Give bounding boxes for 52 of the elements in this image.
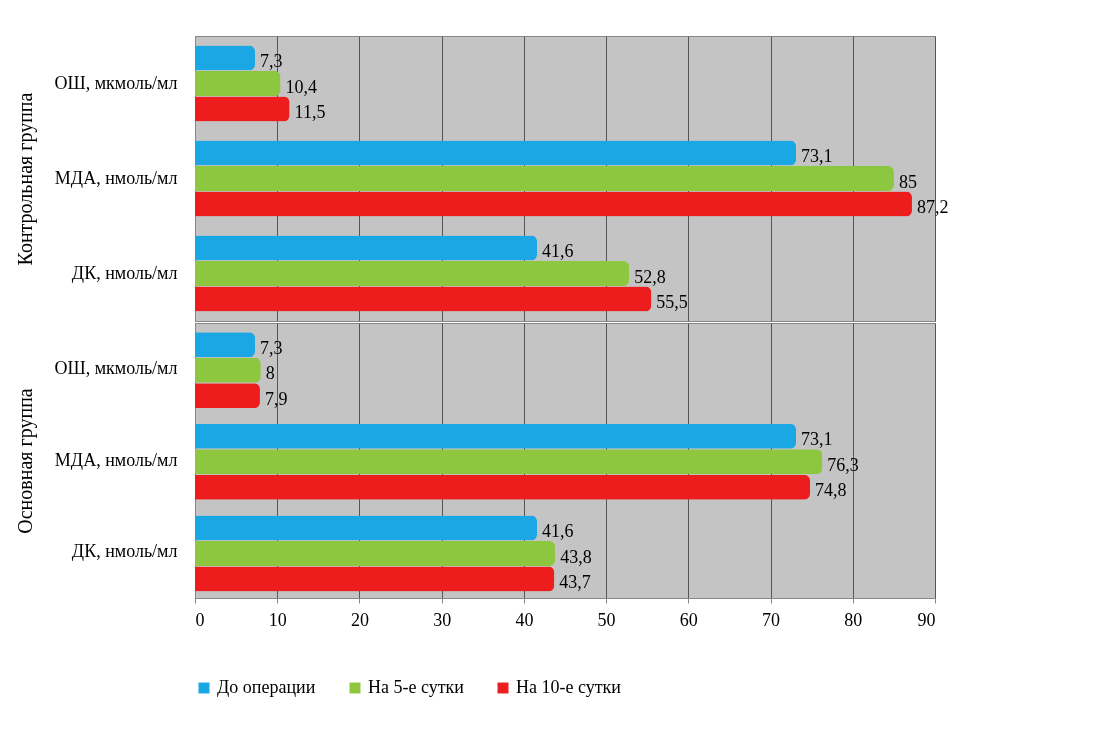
- bar: [195, 96, 290, 122]
- bar: [195, 166, 894, 191]
- data-label: 73,1: [801, 429, 833, 450]
- legend-label: До операции: [217, 677, 316, 697]
- data-label: 55,5: [656, 292, 688, 312]
- y-tick-label: ОШ, мкмоль/мл: [54, 72, 178, 93]
- bar: [195, 541, 556, 566]
- data-label: 43,8: [560, 546, 592, 567]
- x-tick-label: 20: [350, 609, 369, 630]
- data-label: 41,6: [542, 241, 574, 261]
- y-tick-label: МДА, нмоль/мл: [54, 449, 178, 470]
- x-tick-label: 0: [195, 609, 205, 630]
- data-label: 74,8: [815, 480, 847, 501]
- bar: [195, 235, 538, 261]
- x-tick-label: 10: [268, 609, 287, 630]
- x-tick-label: 80: [844, 609, 863, 630]
- legend-label: На 10-е сутки: [516, 677, 622, 697]
- bar: [195, 423, 797, 449]
- data-label: 8: [265, 363, 275, 384]
- data-label: 11,5: [294, 102, 326, 122]
- data-label: 52,8: [634, 266, 666, 287]
- x-tick-label: 70: [762, 609, 781, 630]
- y-tick-label: МДА, нмоль/мл: [54, 167, 178, 188]
- bar: [195, 566, 555, 592]
- bar: [195, 286, 652, 312]
- y-axis-title: Контрольная группа: [14, 92, 38, 266]
- y-axis-title: Основная группа: [14, 388, 38, 534]
- bar: [195, 71, 281, 96]
- data-label: 73,1: [801, 146, 833, 166]
- bar: [195, 140, 797, 166]
- x-tick-label: 50: [597, 609, 616, 630]
- x-tick-label: 90: [917, 609, 936, 630]
- bar: [195, 515, 538, 541]
- data-label: 10,4: [285, 76, 318, 97]
- bar: [195, 449, 823, 475]
- y-tick-label: ДК, нмоль/мл: [71, 541, 178, 562]
- legend-label: На 5-е сутки: [368, 677, 465, 697]
- bar: [195, 191, 912, 217]
- data-label: 41,6: [542, 521, 574, 541]
- data-label: 85: [898, 171, 917, 192]
- y-tick-label: ДК, нмоль/мл: [71, 262, 178, 283]
- x-tick-label: 30: [433, 609, 452, 630]
- data-label: 43,7: [559, 572, 591, 592]
- bar: [195, 45, 256, 71]
- bar: [195, 474, 811, 500]
- bar: [195, 357, 261, 383]
- bar: [195, 261, 630, 286]
- y-tick-label: ОШ, мкмоль/мл: [54, 357, 178, 378]
- bar: [195, 332, 256, 358]
- x-tick-label: 60: [679, 609, 698, 630]
- bar: [195, 383, 260, 409]
- x-tick-label: 40: [515, 609, 534, 630]
